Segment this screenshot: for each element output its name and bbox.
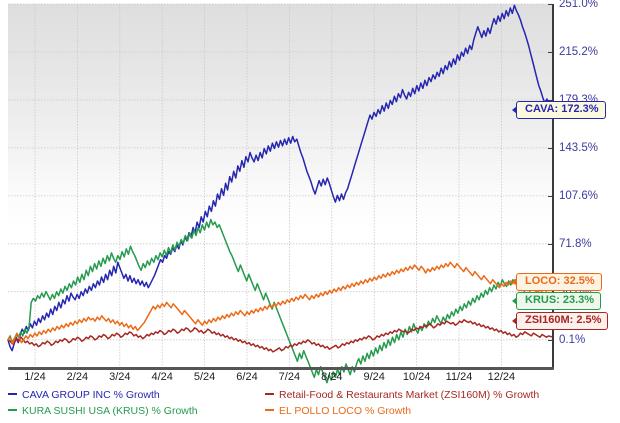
- tooltip-loco: LOCO: 32.5%: [512, 273, 602, 291]
- tooltip-label: CAVA: 172.3%: [525, 103, 599, 115]
- legend-item: CAVA GROUP INC % Growth: [8, 388, 160, 402]
- x-tick-label: 10/24: [402, 371, 431, 383]
- y-axis-line: [552, 4, 554, 368]
- y-tick-label: 143.5%: [559, 141, 599, 154]
- series-line-loco: [8, 262, 553, 344]
- series-line-cava: [8, 5, 553, 350]
- chart-legend: CAVA GROUP INC % Growth KURA SUSHI USA (K…: [0, 388, 620, 423]
- x-tick-label: 12/24: [487, 371, 516, 383]
- y-tick-label: 107.6%: [559, 189, 599, 202]
- y-tick-mark: [548, 51, 553, 53]
- y-tick-mark: [548, 147, 553, 149]
- y-tick-label: 71.8%: [559, 237, 592, 250]
- y-tick-mark: [548, 100, 553, 101]
- tooltip-pointer-icon: [512, 106, 517, 114]
- legend-item: EL POLLO LOCO % Growth: [265, 404, 411, 418]
- y-tick-mark: [548, 339, 553, 341]
- tooltip-label: ZSI160M: 2.5%: [525, 314, 602, 326]
- x-tick-label: 7/24: [278, 371, 301, 383]
- y-tick-mark: [548, 195, 553, 197]
- legend-label: Retail-Food & Restaurants Market (ZSI160…: [279, 389, 540, 402]
- y-tick-label: 0.1%: [559, 333, 586, 346]
- legend-label: CAVA GROUP INC % Growth: [22, 389, 160, 402]
- tooltip-pointer-icon: [512, 278, 517, 286]
- tooltip-krus: KRUS: 23.3%: [512, 292, 602, 310]
- x-tick-label: 3/24: [109, 371, 131, 383]
- y-tick-mark: [548, 4, 553, 5]
- legend-label: EL POLLO LOCO % Growth: [279, 405, 412, 418]
- series-lines: [8, 4, 553, 368]
- gridlines: [8, 3, 553, 368]
- legend-item: Retail-Food & Restaurants Market (ZSI160…: [265, 388, 539, 402]
- x-tick-label: 11/24: [445, 371, 473, 383]
- legend-color-swatch: [265, 409, 274, 412]
- legend-color-swatch: [8, 409, 17, 412]
- legend-item: KURA SUSHI USA (KRUS) % Growth: [8, 404, 198, 418]
- x-tick-label: 9/24: [363, 371, 385, 383]
- x-tick-label: 5/24: [193, 371, 216, 383]
- legend-color-swatch: [265, 393, 274, 396]
- tooltip-zsi160m: ZSI160M: 2.5%: [512, 312, 609, 330]
- tooltip-label: KRUS: 23.3%: [525, 294, 595, 306]
- x-tick-label: 8/24: [321, 371, 343, 383]
- tooltip-pointer-icon: [512, 317, 517, 325]
- y-tick-mark: [548, 243, 553, 245]
- x-tick-label: 6/24: [236, 371, 258, 383]
- x-tick-label: 1/24: [24, 371, 46, 383]
- x-axis-line: [8, 367, 554, 370]
- legend-label: KURA SUSHI USA (KRUS) % Growth: [22, 405, 198, 418]
- tooltip-cava: CAVA: 172.3%: [512, 101, 606, 119]
- legend-color-swatch: [8, 393, 17, 396]
- series-line-zsi160m: [8, 320, 553, 352]
- tooltip-pointer-icon: [512, 297, 517, 305]
- y-tick-label: 251.0%: [559, 0, 599, 10]
- series-line-krus: [8, 220, 553, 383]
- plot-background: [8, 4, 553, 368]
- tooltip-label: LOCO: 32.5%: [525, 275, 595, 287]
- y-tick-label: 215.2%: [559, 45, 599, 58]
- x-tick-label: 2/24: [66, 371, 89, 383]
- x-tick-label: 4/24: [151, 371, 173, 383]
- plot-area: [8, 3, 553, 368]
